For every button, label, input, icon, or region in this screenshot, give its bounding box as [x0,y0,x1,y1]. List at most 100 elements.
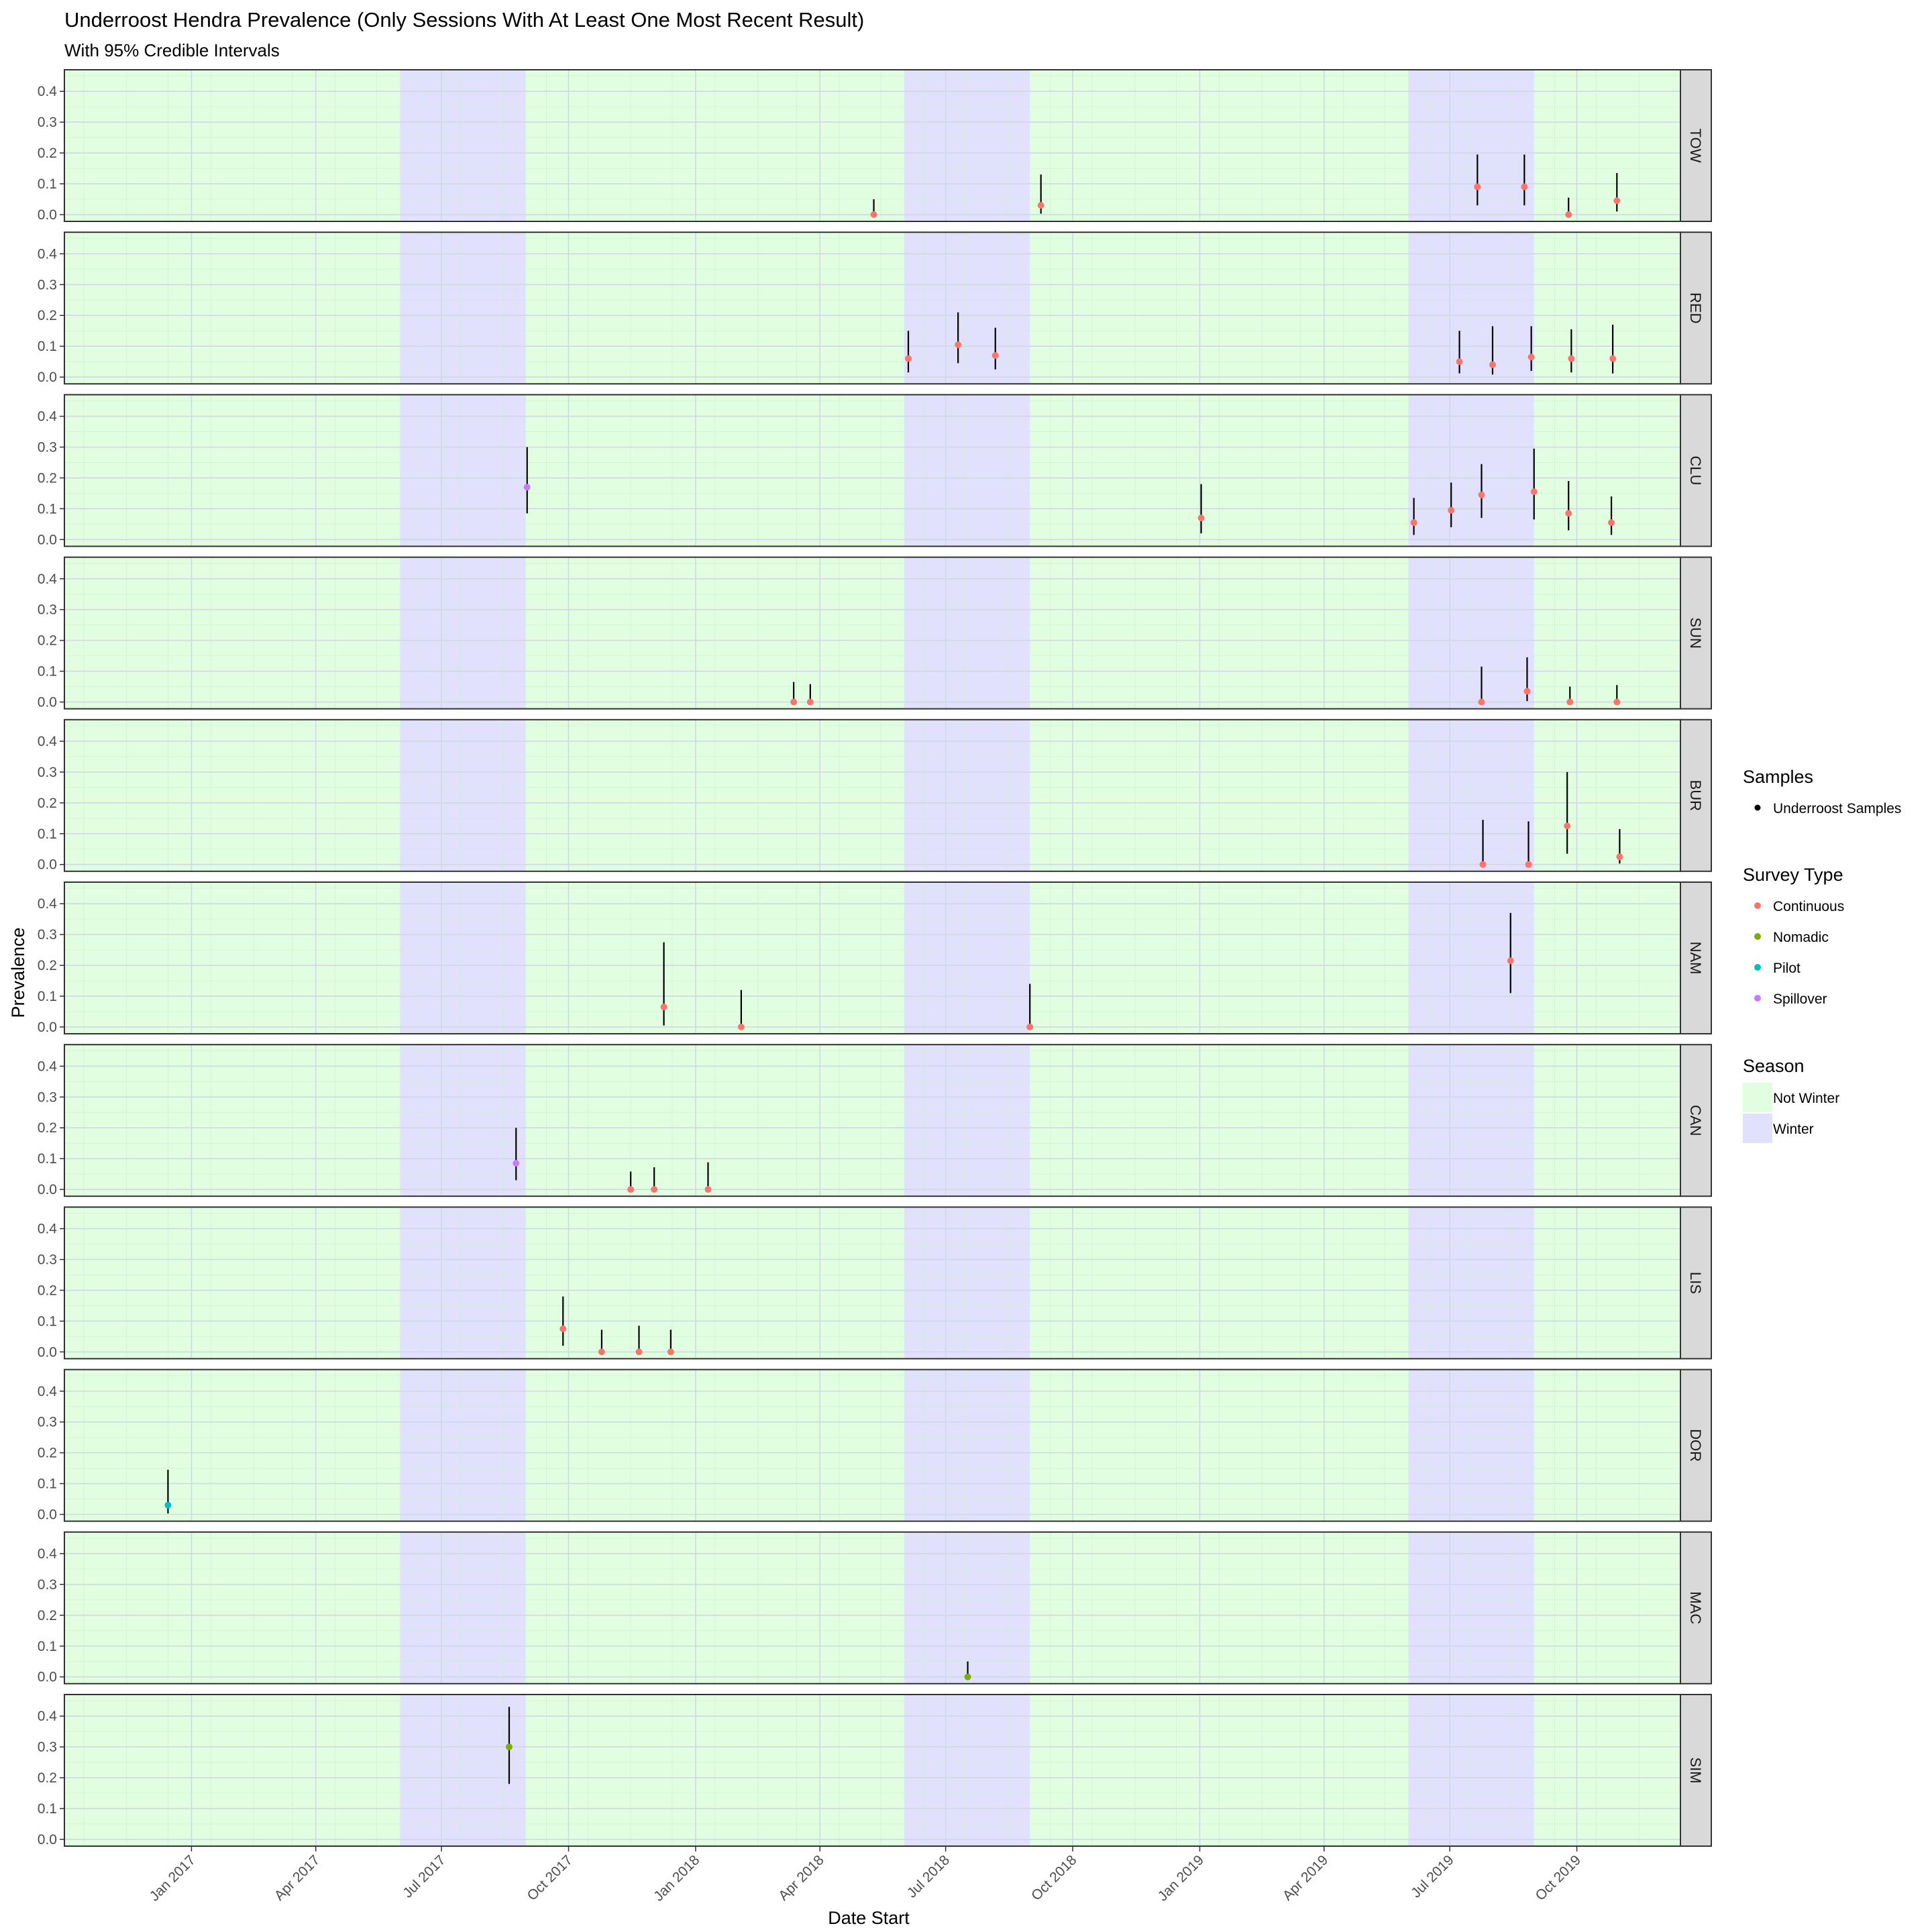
y-tick-label: 0.0 [38,1020,57,1035]
y-tick-label: 0.1 [38,989,57,1004]
y-tick-label: 0.1 [38,501,57,517]
data-point [513,1160,520,1167]
facet-strip [1680,231,1712,385]
data-point [870,211,877,218]
data-point [704,1186,712,1193]
winter-band [904,1369,1030,1521]
data-point [790,698,798,706]
y-tick-label: 0.2 [38,1770,57,1786]
facet-strip [1680,1368,1712,1522]
y-tick-label: 0.0 [38,694,57,710]
x-tick-label: Jul 2017 [400,1852,448,1900]
data-point [1489,361,1496,368]
y-tick-label: 0.0 [38,1670,57,1685]
winter-band [400,394,526,547]
winter-band [904,232,1030,384]
facet-strip-label: SUN [1687,617,1704,648]
legend-label: Winter [1773,1122,1814,1137]
chart-title: Underroost Hendra Prevalence (Only Sessi… [64,8,864,32]
y-tick-label: 0.1 [38,1801,57,1817]
data-point [1523,688,1531,695]
facet-panels: 0.00.10.20.30.4TOW0.00.10.20.30.4RED0.00… [38,69,1712,1847]
legend-label: Continuous [1773,899,1844,914]
facet-strip [1680,556,1712,710]
winter-band [400,70,526,221]
facet-sim: 0.0 0.1 0.2 0.3 0.4 SIM [38,1694,1712,1847]
x-axis-title: Date Start [828,1908,910,1928]
facet-dor: 0.0 0.1 0.2 0.3 0.4 DOR [38,1368,1712,1522]
y-tick-label: 0.0 [38,370,57,385]
data-point [1613,698,1621,706]
chart-subtitle: With 95% Credible Intervals [64,40,280,60]
y-tick-label: 0.3 [38,277,57,292]
facet-strip-label: RED [1687,292,1704,323]
y-tick-label: 0.0 [38,532,57,547]
y-tick-label: 0.2 [38,633,57,649]
winter-band [904,1044,1030,1197]
data-point [1608,519,1615,527]
y-tick-label: 0.4 [38,246,58,262]
winter-band [1408,70,1534,221]
legend-label: Not Winter [1773,1091,1839,1106]
y-tick-label: 0.1 [38,176,57,192]
facet-tow: 0.0 0.1 0.2 0.3 0.4 TOW [38,69,1712,223]
y-tick-label: 0.2 [38,1446,57,1461]
x-tick-label: Jan 2017 [147,1852,199,1904]
winter-band [400,1369,526,1521]
y-tick-label: 0.3 [38,1252,57,1267]
y-tick-label: 0.2 [38,1608,57,1623]
y-tick-label: 0.2 [38,796,57,811]
winter-band [400,1695,526,1846]
y-tick-label: 0.4 [38,896,58,912]
winter-band [1408,1044,1534,1197]
data-point [1478,491,1485,498]
winter-band [400,232,526,384]
legend-key-season [1743,1083,1772,1112]
y-tick-label: 0.3 [38,1577,57,1593]
winter-band [400,1044,526,1197]
y-tick-label: 0.3 [38,115,57,130]
y-tick-label: 0.4 [38,1709,58,1724]
legend-key-survey-type [1754,933,1761,940]
y-tick-label: 0.2 [38,308,57,323]
data-point [1410,519,1417,527]
facet-strip-label: LIS [1687,1272,1704,1294]
winter-band [904,882,1030,1034]
data-point [1507,957,1514,965]
facet-lis: 0.0 0.1 0.2 0.3 0.4 LIS [38,1206,1712,1360]
facet-strip [1680,1206,1712,1360]
facet-strip [1680,1694,1712,1847]
y-tick-label: 0.0 [38,1182,57,1197]
x-tick-label: Apr 2017 [272,1852,323,1904]
winter-band [904,394,1030,547]
x-tick-label: Apr 2018 [775,1852,827,1904]
x-axis: Jan 2017 Apr 2017 Jul 2017 Oct 2017 Jan 2018… [147,1846,1584,1904]
legend-title: Survey Type [1743,865,1843,885]
y-tick-label: 0.1 [38,339,57,354]
legend-label: Underroost Samples [1773,801,1901,816]
winter-band [1408,557,1534,709]
y-tick-label: 0.2 [38,146,57,161]
facet-strip-label: DOR [1687,1429,1704,1462]
facet-strip-label: MAC [1687,1591,1704,1624]
data-point [523,484,531,491]
winter-band [1408,1695,1534,1846]
facet-clu: 0.0 0.1 0.2 0.3 0.4 CLU [38,394,1712,547]
data-point [1530,488,1538,496]
data-point [1568,355,1575,362]
data-point [164,1501,172,1509]
data-point [1479,861,1487,868]
y-tick-label: 0.1 [38,1151,57,1167]
winter-band [1408,1369,1534,1521]
data-point [1613,197,1621,205]
x-tick-label: Jan 2019 [1155,1852,1207,1904]
y-tick-label: 0.3 [38,1415,57,1430]
y-tick-label: 0.4 [38,84,58,99]
winter-band [904,70,1030,221]
x-tick-label: Oct 2018 [1028,1852,1080,1904]
y-tick-label: 0.2 [38,470,57,486]
x-tick-label: Jan 2018 [651,1852,702,1904]
winter-band [400,1532,526,1684]
data-point [635,1348,643,1356]
data-point [1448,506,1455,514]
